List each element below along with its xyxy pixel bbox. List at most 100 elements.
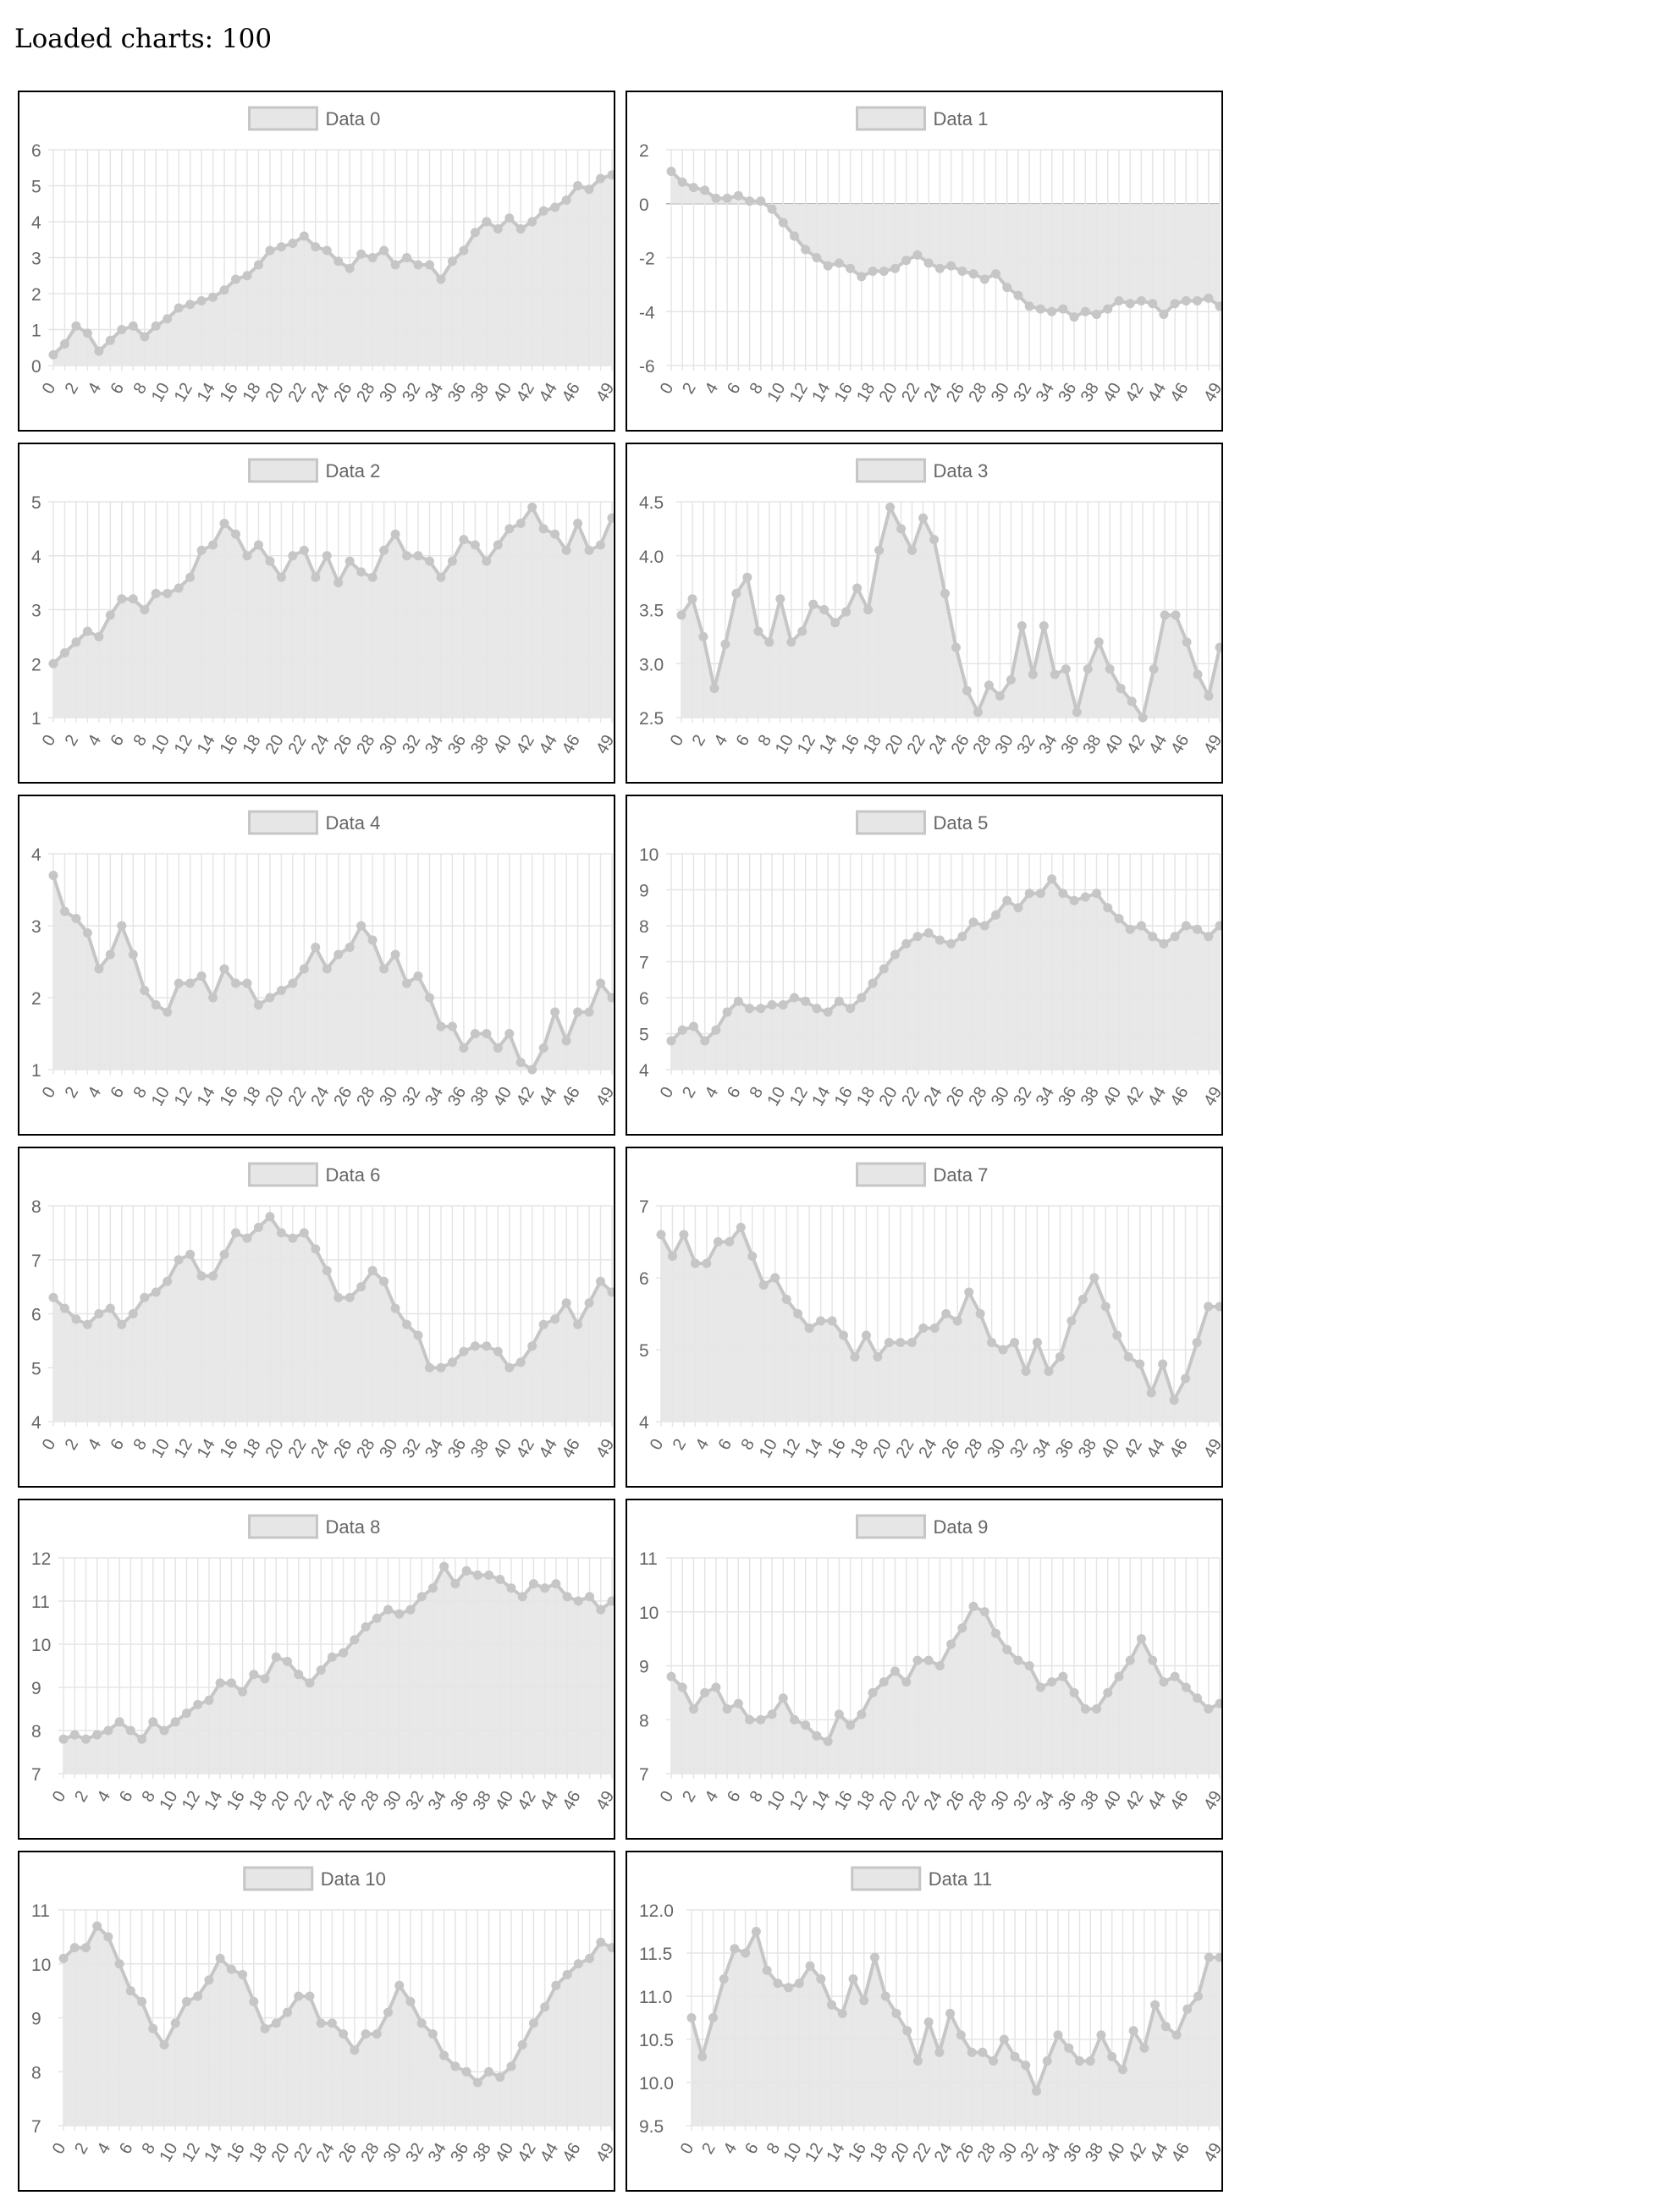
data-point [1024,889,1034,899]
data-point [573,1959,583,1969]
data-point [1080,892,1090,902]
data-point [231,529,241,539]
x-tick-label: 42 [1122,1788,1148,1813]
chart-0: Data 0 0 1 2 3 4 5 6 0 2 4 6 8 10 12 14 16 18 20 22 24 26 28 30… [18,91,615,432]
data-point [482,1029,492,1038]
data-point [185,300,196,310]
data-point [1092,1704,1102,1714]
chart-8: Data 8 7 8 9 10 11 12 0 2 4 6 8 10 12 14 16 18 20 22 24 26 28… [18,1499,615,1840]
data-point [472,1570,482,1580]
data-point [561,195,571,205]
x-tick-label: 34 [422,1436,447,1461]
x-tick-label: 40 [490,732,515,757]
x-tick-label: 22 [898,1084,923,1109]
data-point [846,263,856,273]
data-point [204,1975,214,1985]
x-tick-label: 20 [882,732,907,757]
x-tick-label: 46 [559,2140,584,2165]
y-tick-label: 2.5 [639,709,664,729]
x-tick-label: 0 [49,1788,70,1806]
data-point [439,2050,449,2061]
data-point [834,258,844,268]
x-tick-label: 22 [284,1436,310,1461]
data-point [528,2018,538,2028]
data-point [196,1271,207,1281]
data-point [271,2018,281,2028]
data-point [823,1736,833,1747]
data-point [282,1656,292,1666]
data-point [722,193,732,203]
data-point [607,1596,614,1606]
x-tick-label: 34 [425,1788,450,1813]
data-point [333,256,344,267]
data-point [58,1734,69,1744]
data-point [372,2029,382,2039]
data-point [185,1249,196,1259]
x-tick-label: 10 [780,2140,805,2165]
data-point [472,2077,482,2088]
data-point [834,996,844,1006]
data-point [1039,621,1049,631]
data-point [59,648,69,658]
data-point [288,1233,298,1243]
chart-6: Data 6 4 5 6 7 8 0 2 4 6 8 10 12 14 16 18 20 22 24 26 28 30 32… [18,1147,615,1488]
x-tick-label: 44 [1145,732,1171,757]
data-point [1215,642,1221,652]
x-tick-label: 20 [870,1436,896,1461]
data-point [137,1996,147,2006]
x-tick-label: 30 [376,380,401,405]
x-tick-label: 22 [898,1788,923,1813]
x-tick-label: 38 [467,1084,493,1109]
data-point [573,1007,583,1017]
x-tick-label: 42 [513,1084,538,1109]
data-point [1050,669,1060,680]
data-point [819,605,830,614]
y-tick-label: 10 [639,845,659,865]
data-point [823,1007,833,1017]
x-tick-label: 32 [1010,1788,1035,1813]
x-tick-label: 46 [1166,1788,1192,1813]
chart-11: Data 11 9.5 10.0 10.5 11.0 11.5 12.0 0 2 4 6 8 10 12 1… [626,1851,1223,2192]
x-tick-label: 24 [313,1788,339,1813]
y-tick-label: 9 [639,882,649,901]
data-point [918,513,929,523]
series-area [63,1926,612,2126]
data-point [677,1025,687,1035]
data-point [299,231,309,241]
x-tick-label: 8 [130,380,151,398]
data-point [957,266,967,276]
x-tick-label: 0 [39,1084,60,1102]
x-tick-label: 22 [892,1436,918,1461]
data-point [801,1720,811,1731]
x-tick-label: 6 [724,1084,745,1102]
data-point [891,2008,901,2018]
x-tick-label: 44 [1144,1788,1170,1813]
data-point [311,242,321,252]
data-point [850,1352,860,1362]
x-tick-label: 26 [335,1788,361,1813]
series-area [53,875,612,1070]
y-tick-label: 2 [31,285,41,305]
data-point [282,2007,292,2017]
data-point [934,263,945,273]
chart-9: Data 9 7 8 9 10 11 0 2 4 6 8 10 12 14 16 18 20 22 24 26 28 30… [626,1499,1223,1840]
x-tick-label: 42 [515,2140,540,2165]
data-point [71,914,81,923]
x-tick-label: 34 [1033,1788,1058,1813]
data-point [1085,2056,1095,2066]
x-tick-label: 14 [816,732,841,757]
x-tick-label: 28 [357,2140,383,2165]
x-tick-label: 36 [1052,1436,1078,1461]
data-point [1169,1395,1179,1405]
data-point [770,1273,780,1283]
data-point [550,529,560,539]
data-point [515,1058,526,1067]
data-point [372,1613,382,1623]
data-point [311,943,321,952]
data-point [688,1704,698,1714]
data-point [208,292,218,302]
data-point [125,1986,135,1996]
x-tick-label: 28 [357,1788,383,1813]
data-point [350,1635,360,1645]
x-tick-label: 49 [592,1788,614,1813]
